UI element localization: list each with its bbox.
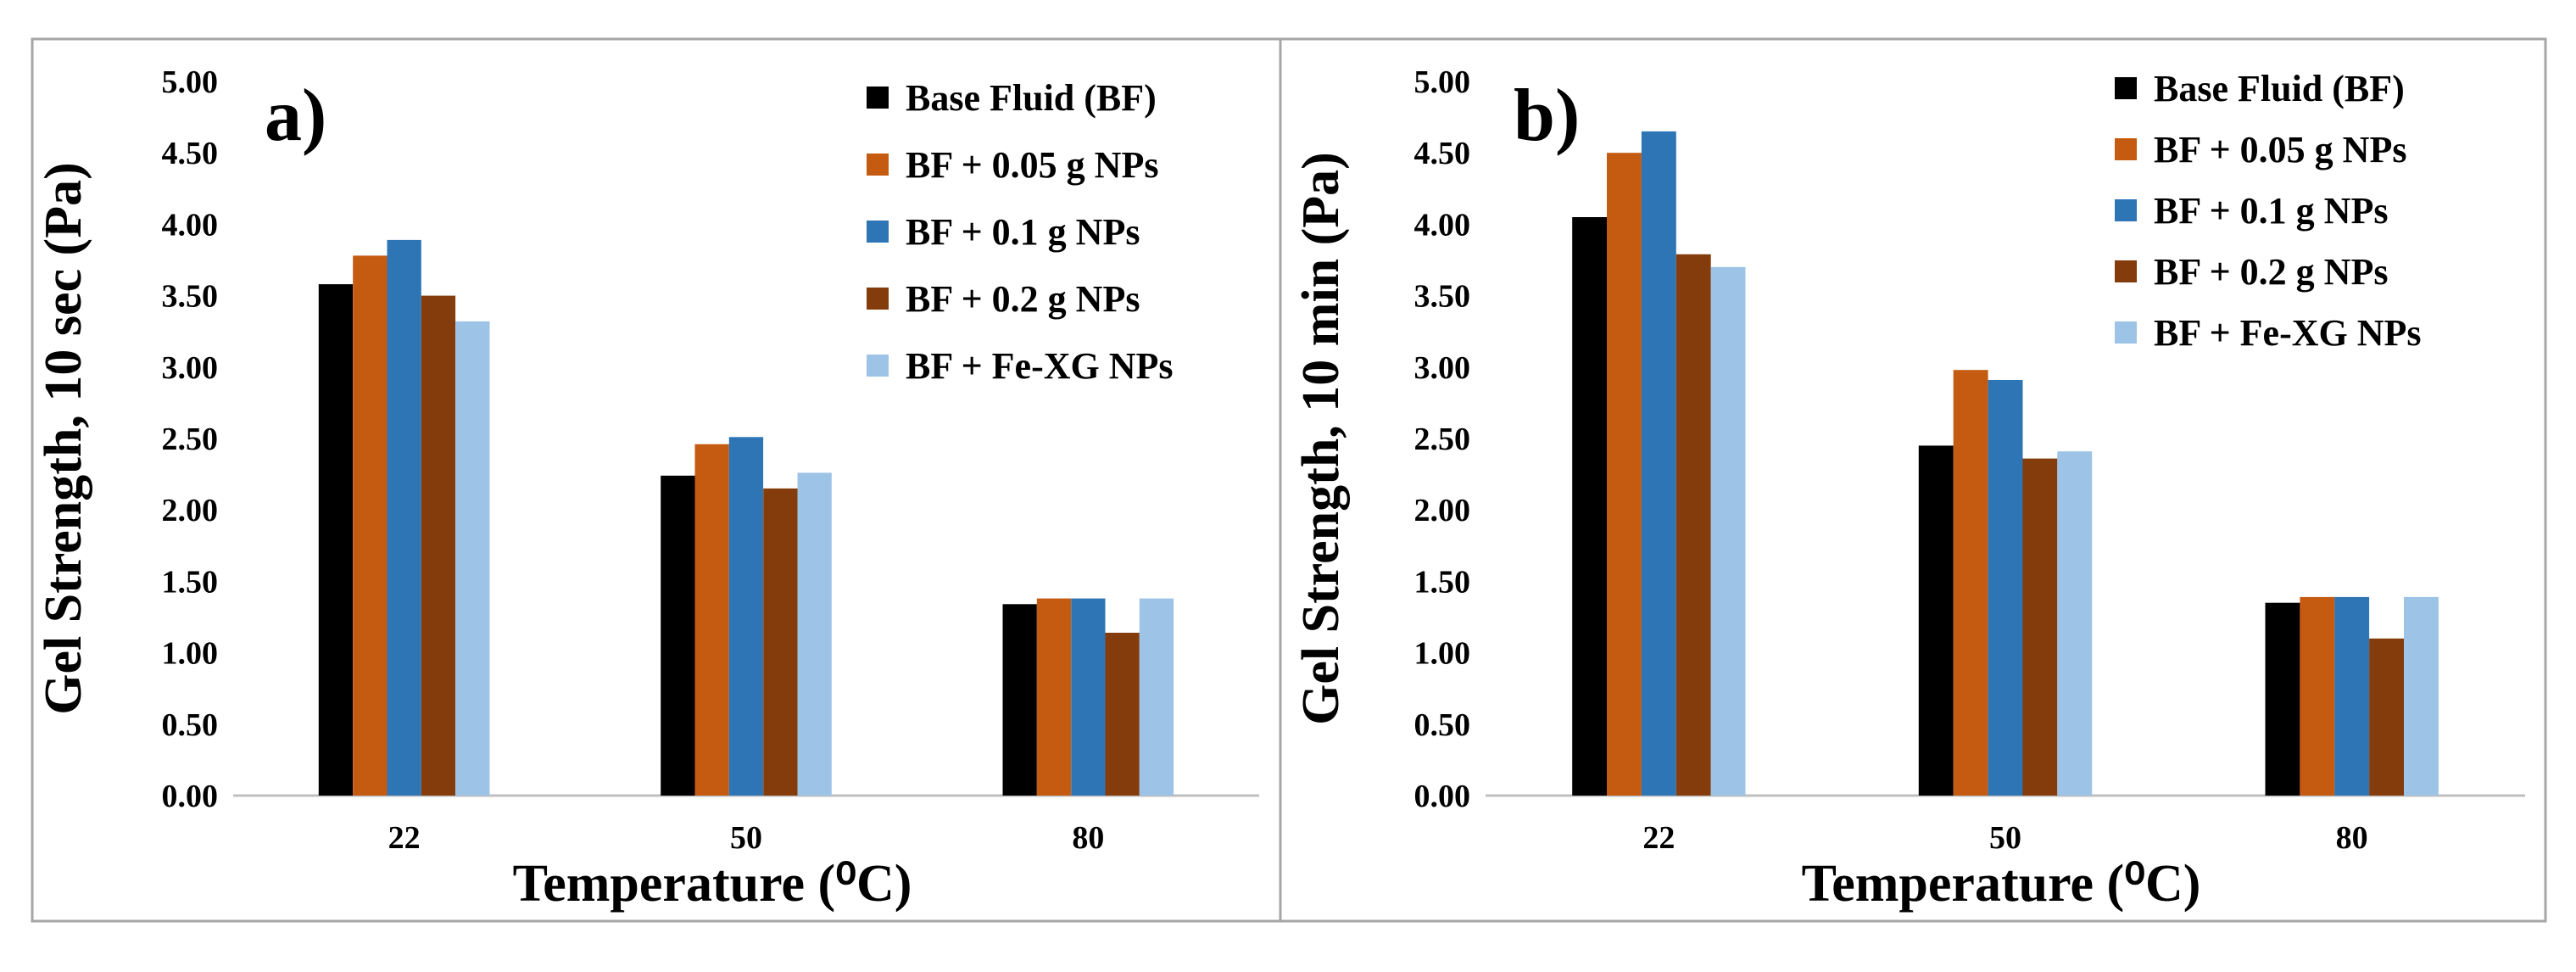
bar-3-cat-50 (728, 437, 764, 796)
y-tick-label: 2.00 (1414, 493, 1471, 528)
bar-3-cat-22 (387, 239, 421, 796)
bar-2-cat-50 (694, 444, 729, 796)
x-axis-title: Temperature (⁰C) (1802, 855, 2201, 913)
legend-swatch (2115, 199, 2137, 221)
y-tick-label: 1.00 (1414, 636, 1471, 672)
bar-3-cat-80 (2334, 596, 2370, 796)
y-tick-label: 3.00 (162, 350, 219, 386)
panel-label: a) (265, 75, 326, 157)
legend-label: Base Fluid (BF) (906, 77, 1157, 119)
legend-swatch (2115, 321, 2137, 344)
x-tick-label: 80 (1072, 820, 1104, 856)
x-tick-label: 80 (2336, 820, 2368, 856)
legend-label: BF + 0.2 g NPs (906, 278, 1140, 320)
y-tick-label: 4.00 (162, 207, 219, 243)
bar-4-cat-50 (2022, 458, 2058, 796)
legend-swatch (867, 221, 889, 243)
y-tick-label: 4.50 (1414, 136, 1471, 171)
y-tick-label: 1.00 (162, 636, 219, 672)
legend-label: BF + 0.05 g NPs (2154, 129, 2406, 170)
y-tick-label: 2.00 (162, 493, 219, 528)
y-tick-label: 0.50 (162, 707, 219, 743)
panel-label: b) (1514, 75, 1580, 157)
y-tick-label: 0.50 (1414, 707, 1471, 743)
x-tick-label: 22 (388, 820, 421, 856)
bar-5-cat-80 (1139, 598, 1174, 796)
bar-1-cat-50 (661, 475, 695, 796)
x-tick-label: 22 (1642, 820, 1675, 856)
bar-5-cat-50 (797, 472, 832, 796)
bar-5-cat-22 (455, 321, 490, 796)
legend-label: BF + 0.2 g NPs (2154, 251, 2388, 293)
chart-panel-b: 0.00 0.50 1.00 1.50 2.00 2.50 3.00 3.50 4.00 4.50… (1292, 64, 2525, 913)
bar-2-cat-50 (1953, 370, 1988, 796)
y-tick-label: 3.50 (1414, 279, 1471, 315)
bar-2-cat-80 (1036, 598, 1072, 796)
bar-3-cat-22 (1641, 131, 1676, 796)
chart-panel-a: 0.00 0.50 1.00 1.50 2.00 2.50 3.00 3.50 4.00 4.50… (35, 64, 1259, 913)
bar-4-cat-22 (1676, 254, 1711, 796)
x-tick-label: 50 (1989, 820, 2021, 856)
bar-4-cat-80 (1105, 633, 1140, 796)
y-tick-label: 3.50 (162, 279, 219, 315)
legend-swatch (2115, 260, 2137, 282)
bar-2-cat-22 (353, 255, 388, 796)
y-axis-title: Gel Strength, 10 min (Pa) (1292, 152, 1350, 725)
legend-label: BF + 0.1 g NPs (2154, 190, 2388, 232)
bar-2-cat-80 (2300, 596, 2335, 796)
legend: Base Fluid (BF) BF + 0.05 g NPs BF + 0.1 g… (2115, 68, 2422, 354)
bar-4-cat-22 (421, 295, 456, 796)
bar-3-cat-50 (1988, 380, 2023, 796)
y-tick-label: 2.50 (162, 422, 219, 457)
y-tick-label: 3.00 (1414, 350, 1471, 386)
legend-swatch (867, 87, 889, 109)
legend-label: BF + Fe-XG NPs (906, 345, 1174, 387)
figure-frame (31, 37, 2547, 923)
y-tick-label: 1.50 (1414, 564, 1471, 600)
bar-5-cat-50 (2057, 451, 2093, 796)
y-tick-label: 2.50 (1414, 422, 1471, 457)
bar-1-cat-50 (1918, 445, 1954, 796)
bar-5-cat-22 (1710, 266, 1746, 796)
legend-swatch (2115, 77, 2137, 99)
bar-1-cat-22 (318, 284, 354, 796)
legend: Base Fluid (BF) BF + 0.05 g NPs BF + 0.1 g… (867, 77, 1174, 387)
legend-label: BF + Fe-XG NPs (2154, 312, 2422, 354)
y-tick-label: 0.00 (162, 779, 219, 814)
legend-label: BF + 0.1 g NPs (906, 211, 1140, 253)
legend-swatch (867, 355, 889, 377)
bar-1-cat-80 (1002, 604, 1037, 796)
y-tick-label: 4.00 (1414, 207, 1471, 243)
legend-swatch (867, 288, 889, 310)
bar-2-cat-22 (1607, 153, 1642, 796)
y-tick-label: 0.00 (1414, 779, 1471, 814)
bar-4-cat-50 (763, 488, 798, 796)
bar-4-cat-80 (2369, 638, 2404, 796)
legend-swatch (2115, 138, 2137, 160)
bar-3-cat-80 (1071, 598, 1106, 796)
legend-label: Base Fluid (BF) (2154, 68, 2405, 109)
y-axis-title: Gel Strength, 10 sec (Pa) (35, 162, 92, 714)
bar-5-cat-80 (2404, 596, 2439, 796)
y-tick-label: 5.00 (162, 64, 219, 100)
legend-label: BF + 0.05 g NPs (906, 144, 1158, 186)
bar-1-cat-80 (2265, 602, 2300, 796)
x-axis-title: Temperature (⁰C) (513, 855, 912, 913)
x-tick-label: 50 (730, 820, 762, 856)
y-tick-label: 4.50 (162, 136, 219, 171)
bar-1-cat-22 (1572, 217, 1608, 796)
y-tick-label: 5.00 (1414, 64, 1471, 100)
legend-swatch (867, 154, 889, 176)
y-tick-label: 1.50 (162, 564, 219, 600)
